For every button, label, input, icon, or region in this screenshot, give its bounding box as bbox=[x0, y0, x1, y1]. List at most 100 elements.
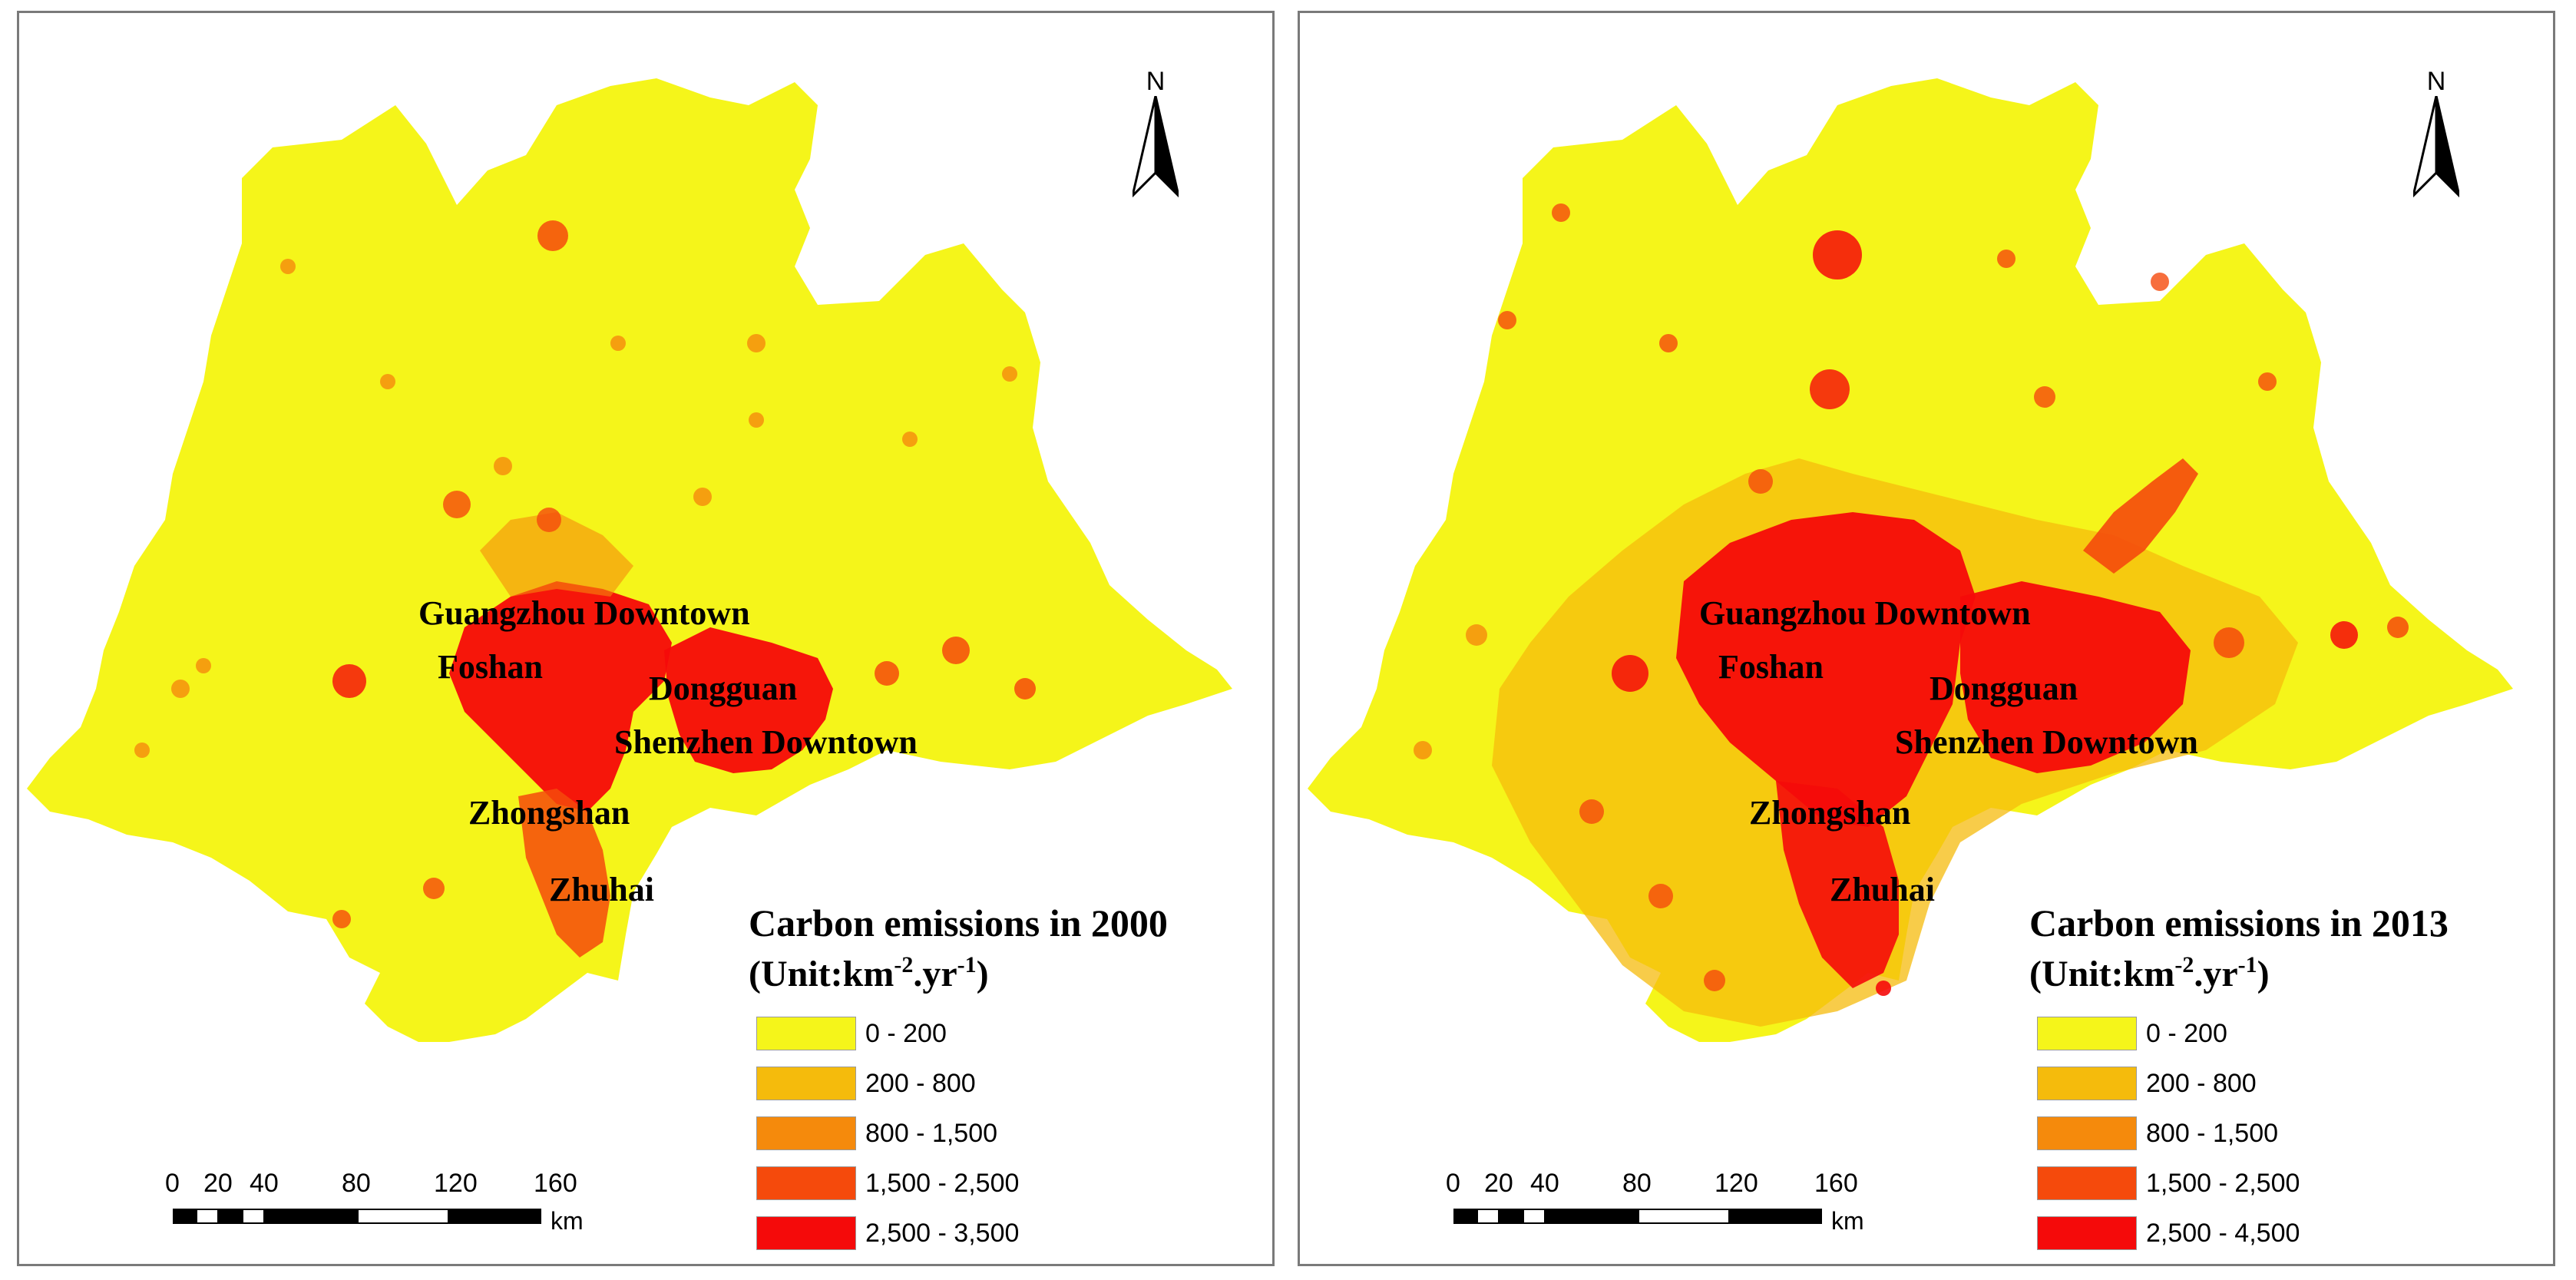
city-label-guangzhou: Guangzhou Downtown bbox=[418, 594, 750, 632]
scale-segment bbox=[1523, 1209, 1546, 1224]
legend-label: 0 - 200 bbox=[2146, 1018, 2227, 1048]
emission-hotspot bbox=[1612, 655, 1648, 692]
emission-hotspot bbox=[2214, 627, 2244, 658]
emission-hotspot bbox=[1014, 678, 1036, 700]
legend-label: 800 - 1,500 bbox=[865, 1118, 998, 1148]
legend-swatch bbox=[2037, 1067, 2137, 1100]
emission-hotspot bbox=[902, 432, 918, 447]
city-label-zhuhai: Zhuhai bbox=[1830, 871, 1935, 908]
legend-label: 0 - 200 bbox=[865, 1018, 947, 1048]
scale-segment bbox=[173, 1209, 196, 1224]
urban-core-guangzhou-foshan bbox=[449, 581, 672, 812]
emission-hotspot bbox=[196, 658, 211, 673]
emission-hotspot bbox=[942, 637, 970, 664]
legend-unit: (Unit:km-2.yr-1) bbox=[2029, 952, 2270, 994]
legend-swatch bbox=[756, 1166, 856, 1200]
emission-hotspot bbox=[134, 743, 150, 758]
city-label-guangzhou: Guangzhou Downtown bbox=[1699, 594, 2031, 632]
scale-segment bbox=[265, 1209, 357, 1224]
emission-hotspot bbox=[1498, 311, 1516, 329]
scale-tick-label: 80 bbox=[342, 1169, 371, 1198]
urban-core-zhongshan-zhuhai bbox=[518, 789, 610, 958]
legend-label: 200 - 800 bbox=[865, 1068, 976, 1098]
emission-hotspot bbox=[1002, 366, 1017, 382]
legend-title: Carbon emissions in 2013 bbox=[2029, 901, 2449, 944]
scale-tick-label: 40 bbox=[1530, 1169, 1559, 1198]
scale-tick-label: 20 bbox=[203, 1169, 233, 1198]
legend-label: 2,500 - 4,500 bbox=[2146, 1218, 2300, 1248]
legend-label: 1,500 - 2,500 bbox=[865, 1168, 1020, 1198]
city-label-dongguan: Dongguan bbox=[1930, 670, 2078, 707]
city-label-shenzhen: Shenzhen Downtown bbox=[614, 723, 918, 761]
scale-tick-label: 80 bbox=[1622, 1169, 1652, 1198]
legend-label: 200 - 800 bbox=[2146, 1068, 2257, 1098]
emission-hotspot bbox=[332, 664, 366, 698]
emission-hotspot bbox=[1704, 970, 1725, 991]
scale-segment bbox=[357, 1209, 449, 1224]
legend-item: 2,500 - 3,500 bbox=[756, 1215, 1019, 1252]
scale-tick-label: 0 bbox=[165, 1169, 180, 1198]
scale-segment bbox=[449, 1209, 541, 1224]
legend-label: 800 - 1,500 bbox=[2146, 1118, 2279, 1148]
emission-map-2013 bbox=[1308, 78, 2513, 1042]
emission-hotspot bbox=[747, 334, 766, 352]
scale-segment bbox=[242, 1209, 265, 1224]
scale-tick-label: 40 bbox=[250, 1169, 279, 1198]
emission-hotspot bbox=[2151, 273, 2169, 291]
scale-bar: 0 20 40 80 120 160 km bbox=[1430, 1169, 1891, 1238]
emission-hotspot bbox=[537, 508, 561, 532]
north-letter: N bbox=[1146, 67, 1166, 96]
urban-core-dongguan-shenzhen bbox=[1960, 581, 2191, 773]
urban-fringe-north bbox=[480, 512, 633, 597]
emission-hotspot bbox=[693, 488, 712, 506]
legend-swatch bbox=[756, 1116, 856, 1150]
scale-tick-label: 120 bbox=[1715, 1169, 1758, 1198]
legend-swatch bbox=[2037, 1017, 2137, 1050]
emission-hotspot bbox=[2330, 621, 2358, 649]
city-label-dongguan: Dongguan bbox=[649, 670, 798, 707]
emission-hotspot bbox=[749, 412, 764, 428]
legend-item: 200 - 800 bbox=[2037, 1065, 2257, 1102]
emission-hotspot bbox=[2034, 386, 2055, 408]
map-panel-2013: N Guangzhou Downtown Foshan Dongguan She… bbox=[1298, 11, 2555, 1266]
emission-hotspot bbox=[2258, 372, 2277, 391]
north-arrow: N bbox=[1133, 67, 1186, 198]
north-arrow-icon bbox=[1133, 96, 1179, 198]
emission-hotspot bbox=[1579, 799, 1604, 824]
north-arrow-icon bbox=[2413, 96, 2459, 198]
city-label-zhongshan: Zhongshan bbox=[1749, 794, 1911, 832]
city-label-foshan: Foshan bbox=[1718, 648, 1824, 686]
scale-tick-label: 160 bbox=[1814, 1169, 1858, 1198]
legend-item: 200 - 800 bbox=[756, 1065, 976, 1102]
legend-item: 1,500 - 2,500 bbox=[756, 1165, 1019, 1202]
legend-swatch bbox=[756, 1067, 856, 1100]
north-arrow: N bbox=[2413, 67, 2467, 198]
legend-unit: (Unit:km-2.yr-1) bbox=[749, 952, 989, 994]
emission-hotspot bbox=[443, 491, 471, 518]
legend-item: 1,500 - 2,500 bbox=[2037, 1165, 2300, 1202]
scale-segment bbox=[1453, 1209, 1476, 1224]
emission-hotspot bbox=[1997, 250, 2015, 268]
scale-tick-label: 120 bbox=[434, 1169, 478, 1198]
legend-item: 800 - 1,500 bbox=[756, 1115, 997, 1152]
scale-segment bbox=[196, 1209, 219, 1224]
scale-tick-label: 20 bbox=[1484, 1169, 1513, 1198]
emission-hotspot bbox=[1876, 981, 1891, 996]
scale-segment bbox=[1546, 1209, 1638, 1224]
legend-swatch bbox=[2037, 1116, 2137, 1150]
urban-core-dongguan-shenzhen bbox=[664, 627, 833, 773]
legend-swatch bbox=[2037, 1166, 2137, 1200]
legend-item: 800 - 1,500 bbox=[2037, 1115, 2278, 1152]
scale-segment bbox=[219, 1209, 242, 1224]
scale-segment bbox=[1476, 1209, 1500, 1224]
region-outline bbox=[27, 78, 1232, 1042]
emission-hotspot bbox=[1813, 230, 1862, 279]
scale-tick-label: 0 bbox=[1446, 1169, 1460, 1198]
north-letter: N bbox=[2426, 67, 2446, 96]
legend-item: 0 - 200 bbox=[756, 1015, 947, 1052]
scale-segment bbox=[1730, 1209, 1822, 1224]
emission-hotspot bbox=[1414, 741, 1432, 759]
scale-unit: km bbox=[1831, 1207, 1864, 1235]
urban-core-zhongshan-zhuhai bbox=[1776, 781, 1899, 988]
emission-hotspot bbox=[875, 661, 899, 686]
